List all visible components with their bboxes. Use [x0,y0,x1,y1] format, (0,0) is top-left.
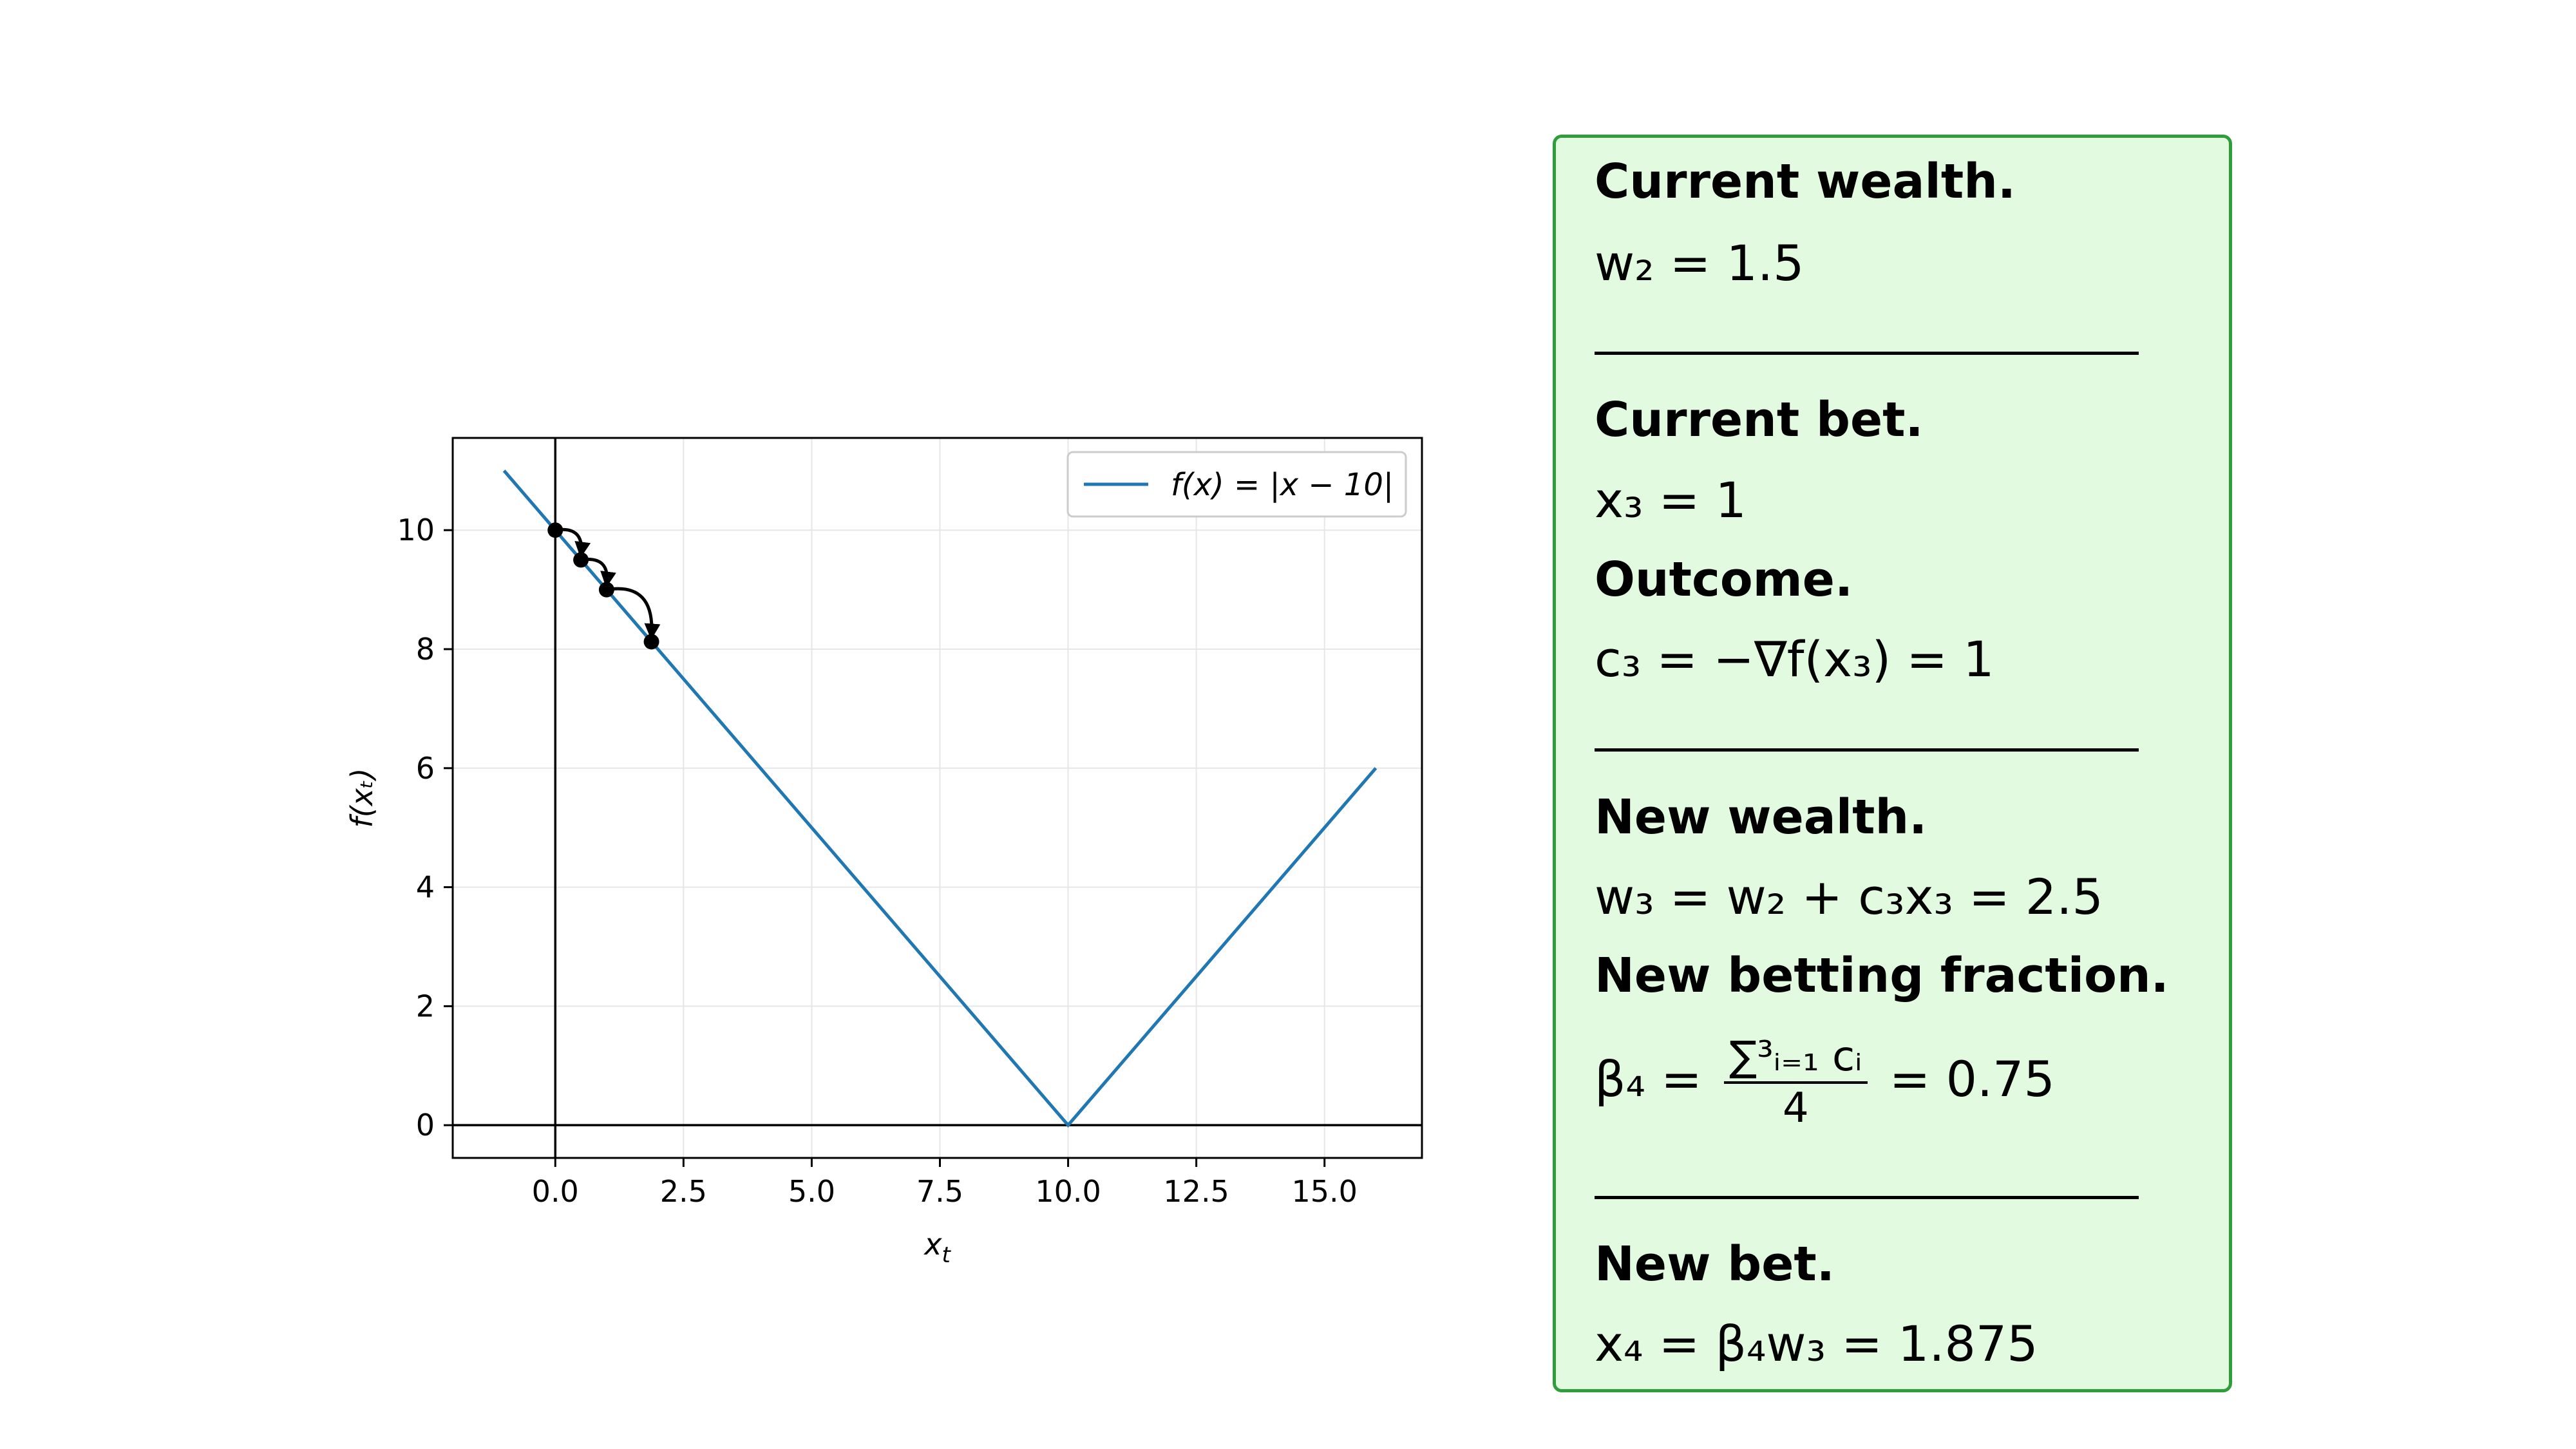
new-wealth-equation: w₃ = w₂ + c₃x₃ = 2.5 [1595,868,2103,925]
fraction-rhs: = 0.75 [1889,1050,2055,1108]
current-bet-title: Current bet. [1595,392,1924,448]
x-tick-label: 15.0 [1291,1174,1357,1209]
iterate-arrow [606,587,661,640]
y-tick-label: 4 [416,870,435,905]
x-axis-label: xt [923,1227,951,1268]
new-betting-fraction-title: New betting fraction. [1595,948,2169,1003]
current-wealth-equation: w₂ = 1.5 [1595,234,1804,292]
iterates-layer [547,522,661,650]
new-wealth-title: New wealth. [1595,790,1927,845]
x-axis-label-base: x [923,1227,942,1262]
series-layer [502,469,1378,1128]
plot-frame [451,437,1423,1159]
iterate-point [547,522,564,538]
iterate-point [573,552,589,568]
x-tick-label: 7.5 [916,1174,963,1209]
y-axis-label: f(xₜ) [345,768,379,828]
current-wealth-title: Current wealth. [1595,154,2016,209]
new-betting-fraction-equation: β₄ = ∑³ᵢ₌₁ cᵢ 4 = 0.75 [1595,1036,2055,1129]
fraction: ∑³ᵢ₌₁ cᵢ 4 [1723,1036,1868,1132]
fraction-lhs: β₄ = [1595,1050,1702,1108]
legend-box [1066,451,1407,518]
new-bet-equation: x₄ = β₄w₃ = 1.875 [1595,1315,2038,1372]
y-tick-label: 10 [397,513,435,547]
legend: f(x) = |x − 10| [1066,451,1407,518]
y-tick-label: 2 [416,989,435,1023]
x-tick-label: 2.5 [660,1174,707,1209]
ticks: 0.0 2.5 5.0 7.5 10.0 12.5 15.0 0 2 4 6 8 10 [397,513,1357,1209]
y-tick-label: 0 [416,1108,435,1142]
y-tick-label: 6 [416,751,435,786]
fraction-denominator: 4 [1782,1084,1809,1132]
grid [453,438,1422,1158]
x-tick-label: 12.5 [1163,1174,1229,1209]
current-bet-equation: x₃ = 1 [1595,471,1747,529]
outcome-equation: c₃ = −∇f(x₃) = 1 [1595,630,1994,688]
x-tick-label: 10.0 [1035,1174,1101,1209]
separator-3 [1595,1196,2139,1199]
explanation-panel: Current wealth. w₂ = 1.5 Current bet. x₃… [1553,135,2232,1392]
x-tick-label: 5.0 [788,1174,835,1209]
iterate-point [643,634,659,650]
separator-1 [1595,352,2139,355]
new-bet-title: New bet. [1595,1236,1835,1292]
iterate-point [598,582,614,598]
fraction-numerator: ∑³ᵢ₌₁ cᵢ [1723,1036,1868,1084]
x-tick-label: 0.0 [532,1174,579,1209]
separator-2 [1595,748,2139,752]
outcome-title: Outcome. [1595,552,1853,607]
legend-entry: f(x) = |x − 10| [1171,467,1394,503]
series-line [502,469,1378,1128]
y-tick-label: 8 [416,632,435,667]
x-axis-label-subscript: t [942,1242,951,1268]
reference-axes [453,438,1422,1158]
chart: 0.0 2.5 5.0 7.5 10.0 12.5 15.0 0 2 4 6 8 10 xt f(xₜ)… [345,437,1423,1268]
